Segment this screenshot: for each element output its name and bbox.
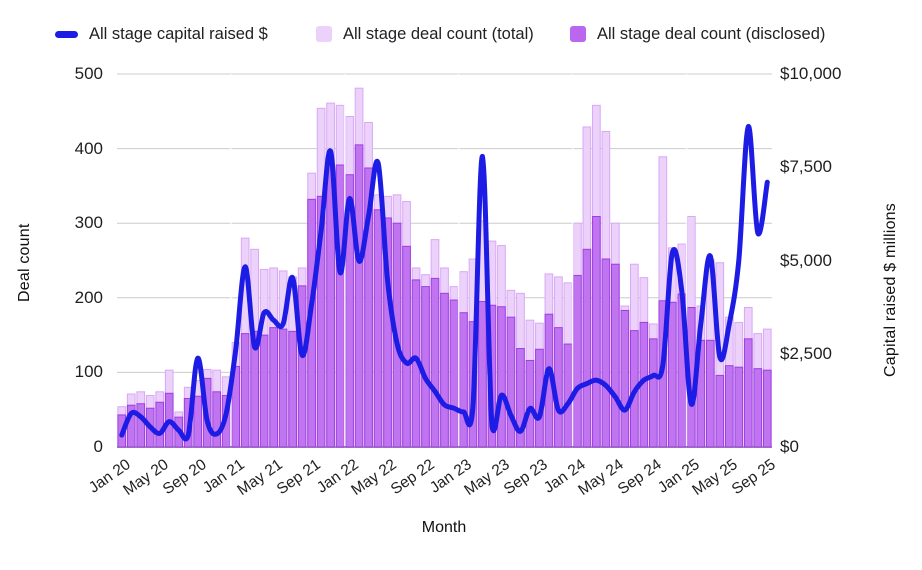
bar-disclosed[interactable] <box>269 327 278 448</box>
legend-item-deal-count-disclosed[interactable]: All stage deal count (disclosed) <box>570 24 825 44</box>
bar-disclosed[interactable] <box>193 395 203 448</box>
bar-disclosed[interactable] <box>497 306 506 448</box>
bar-disclosed[interactable] <box>155 401 165 448</box>
bar-disclosed[interactable] <box>240 333 250 448</box>
legend-label: All stage capital raised $ <box>89 24 268 43</box>
x-axis-title: Month <box>421 519 467 536</box>
bar-disclosed[interactable] <box>212 391 222 448</box>
bar-disclosed[interactable] <box>667 301 677 448</box>
bar-disclosed[interactable] <box>136 403 146 448</box>
bar-disclosed[interactable] <box>734 366 744 448</box>
legend-label: All stage deal count (disclosed) <box>597 24 826 43</box>
bar-disclosed[interactable] <box>743 338 753 448</box>
bar-disclosed[interactable] <box>525 359 535 448</box>
bar-disclosed[interactable] <box>478 301 487 448</box>
left-axis-tick-label: 400 <box>74 138 103 158</box>
legend-item-capital-raised[interactable]: All stage capital raised $ <box>55 24 268 44</box>
bar-disclosed[interactable] <box>259 334 269 448</box>
bar-disclosed[interactable] <box>383 217 392 448</box>
left-axis-tick-label: 100 <box>74 362 103 382</box>
left-axis-tick-label: 200 <box>74 287 103 307</box>
bar-disclosed[interactable] <box>611 263 620 448</box>
bar-disclosed[interactable] <box>592 215 601 448</box>
right-axis-tick-label: $10,000 <box>780 64 842 83</box>
bar-disclosed[interactable] <box>354 144 364 448</box>
bar-disclosed[interactable] <box>440 292 449 448</box>
bar-disclosed[interactable] <box>402 245 411 448</box>
bar-disclosed[interactable] <box>705 339 715 448</box>
bar-disclosed[interactable] <box>601 258 611 448</box>
bar-disclosed[interactable] <box>449 299 459 448</box>
right-axis-tick-label: $5,000 <box>780 250 832 270</box>
bar-disclosed[interactable] <box>573 274 582 448</box>
bar-disclosed[interactable] <box>648 338 658 448</box>
bar-disclosed[interactable] <box>373 209 383 448</box>
bar-disclosed[interactable] <box>762 369 772 448</box>
bar-disclosed[interactable] <box>620 309 630 448</box>
bar-disclosed[interactable] <box>278 328 288 448</box>
right-axis-tick-label: $0 <box>780 437 799 456</box>
left-axis-tick-label: 0 <box>93 437 103 456</box>
bar-disclosed[interactable] <box>715 374 725 448</box>
bar-swatch-disclosed-icon <box>570 26 586 42</box>
line-swatch-icon <box>55 30 78 38</box>
left-axis-title: Deal count <box>16 223 33 302</box>
right-axis-title: Capital raised $ millions <box>882 203 899 377</box>
bar-swatch-total-icon <box>316 26 332 42</box>
bar-disclosed[interactable] <box>288 330 297 448</box>
right-axis-tick-label: $2,500 <box>780 343 832 363</box>
left-axis-tick-label: 300 <box>74 213 103 233</box>
legend-label: All stage deal count (total) <box>343 24 534 43</box>
capital-raised-line[interactable] <box>119 124 770 442</box>
bar-disclosed[interactable] <box>506 316 516 448</box>
bar-disclosed[interactable] <box>297 285 307 448</box>
left-axis-tick-label: 500 <box>74 64 103 83</box>
bar-disclosed[interactable] <box>459 312 468 448</box>
bar-disclosed[interactable] <box>364 167 373 448</box>
bar-disclosed[interactable] <box>316 195 326 448</box>
bar-disclosed[interactable] <box>430 277 440 448</box>
bar-disclosed[interactable] <box>516 348 525 448</box>
bar-disclosed[interactable] <box>582 248 592 448</box>
legend-item-deal-count-total[interactable]: All stage deal count (total) <box>316 24 534 44</box>
bar-disclosed[interactable] <box>753 368 763 448</box>
bar-disclosed[interactable] <box>724 365 734 448</box>
right-axis-tick-label: $7,500 <box>780 157 832 177</box>
